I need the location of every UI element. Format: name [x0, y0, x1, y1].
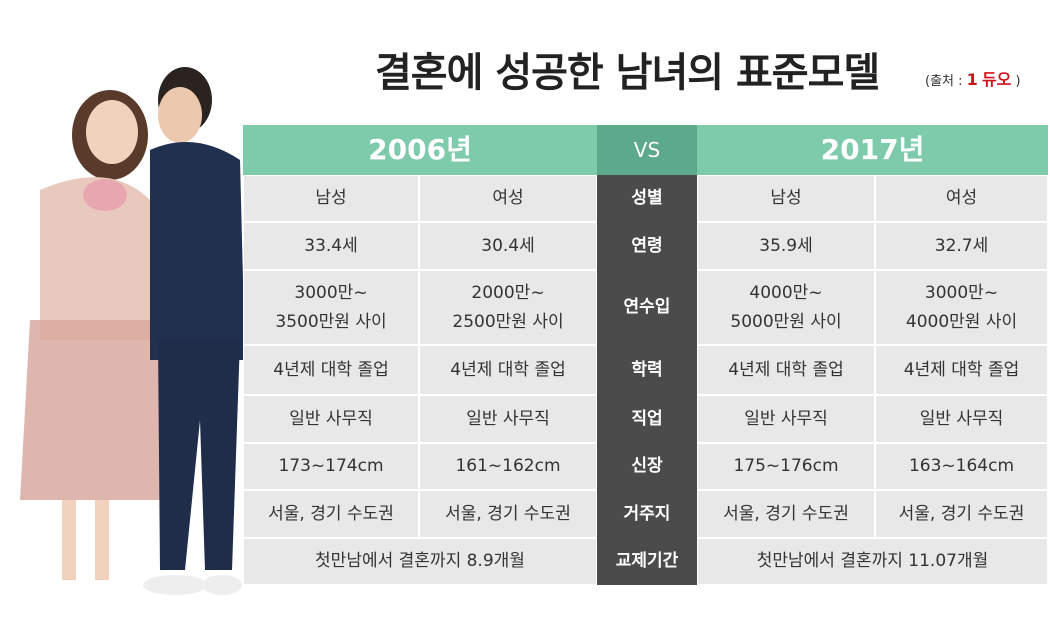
cell-text: 4년제 대학 졸업: [728, 359, 844, 380]
cell-text: 남성: [315, 188, 347, 209]
cell-text: 161~162cm: [455, 456, 561, 477]
cell-text: 33.4세: [304, 235, 358, 256]
table-cell: 2000만~ 2500만원 사이: [419, 270, 597, 345]
cell-text: 서울, 경기 수도권: [723, 503, 849, 524]
source-suffix: ): [1015, 74, 1021, 89]
cell-text: 일반 사무직: [744, 408, 828, 429]
cell-text: 일반 사무직: [289, 408, 373, 429]
cell-text: 4000만원 사이: [905, 311, 1018, 332]
table-cell: 163~164cm: [875, 443, 1048, 490]
table-cell: 서울, 경기 수도권: [875, 490, 1048, 538]
table-cell: 남성: [243, 175, 419, 222]
table-cell: 4년제 대학 졸업: [243, 345, 419, 395]
cell-text: 서울, 경기 수도권: [898, 503, 1025, 524]
cell-text: 35.9세: [759, 235, 813, 256]
cell-text: 일반 사무직: [919, 408, 1004, 429]
cell-text: 2500만원 사이: [452, 311, 564, 332]
cell-text: 서울, 경기 수도권: [445, 503, 571, 524]
table-cell: 일반 사무직: [875, 395, 1048, 443]
table-cell: 3000만~ 3500만원 사이: [243, 270, 419, 345]
cell-text: 3000만~: [294, 282, 368, 303]
table-cell: 여성: [875, 175, 1048, 222]
table-cell: 일반 사무직: [419, 395, 597, 443]
cell-text: 163~164cm: [908, 456, 1015, 477]
cell-text: 3500만원 사이: [275, 311, 387, 332]
brand-mark: 1: [966, 70, 978, 89]
cell-text: 30.4세: [481, 235, 535, 256]
table-cell: 35.9세: [697, 222, 875, 270]
cell-text: 5000만원 사이: [730, 311, 842, 332]
cell-text: 4년제 대학 졸업: [450, 359, 566, 380]
cell-text: 4년제 대학 졸업: [903, 359, 1020, 380]
table-cell: 남성: [697, 175, 875, 222]
table-cell: 서울, 경기 수도권: [697, 490, 875, 538]
cell-text: 173~174cm: [278, 456, 384, 477]
cell-text: 2000만~: [471, 282, 545, 303]
table-cell: 173~174cm: [243, 443, 419, 490]
table-cell: 175~176cm: [697, 443, 875, 490]
year-header: 2006년: [243, 125, 597, 175]
title: 결혼에 성공한 남녀의 표준모델: [375, 50, 880, 96]
table-cell: 서울, 경기 수도권: [243, 490, 419, 538]
table-cell: 30.4세: [419, 222, 597, 270]
table-cell: 33.4세: [243, 222, 419, 270]
year-header: 2017년: [697, 125, 1048, 175]
row-label: 교제기간: [597, 538, 697, 585]
row-label: 직업: [597, 395, 697, 443]
table-cell: 32.7세: [875, 222, 1048, 270]
table-cell: 첫만남에서 결혼까지 11.07개월: [697, 538, 1048, 585]
cell-text: 일반 사무직: [466, 408, 550, 429]
source-prefix: (출처 :: [925, 74, 963, 89]
table-cell: 일반 사무직: [243, 395, 419, 443]
table-cell: 4년제 대학 졸업: [697, 345, 875, 395]
row-label: 연령: [597, 222, 697, 270]
cell-text: 남성: [770, 188, 802, 209]
vs-header: VS: [597, 125, 697, 175]
cell-text: 4000만~: [749, 282, 823, 303]
couple-photo: [20, 67, 245, 595]
cell-text: 여성: [492, 188, 524, 209]
source: (출처 : 1 듀오 ): [925, 66, 1021, 90]
table-cell: 4년제 대학 졸업: [875, 345, 1048, 395]
cell-text: 4년제 대학 졸업: [273, 359, 389, 380]
row-label: 거주지: [597, 490, 697, 538]
table-cell: 4년제 대학 졸업: [419, 345, 597, 395]
cell-text: 3000만~: [924, 282, 999, 303]
table-cell: 일반 사무직: [697, 395, 875, 443]
cell-text: 여성: [945, 188, 978, 209]
cell-text: 서울, 경기 수도권: [268, 503, 394, 524]
row-label: 연수입: [597, 270, 697, 345]
row-label: 학력: [597, 345, 697, 395]
table-cell: 4000만~ 5000만원 사이: [697, 270, 875, 345]
row-label: 신장: [597, 443, 697, 490]
table-cell: 첫만남에서 결혼까지 8.9개월: [243, 538, 597, 585]
cell-text: 175~176cm: [733, 456, 839, 477]
table-cell: 161~162cm: [419, 443, 597, 490]
table-cell: 3000만~ 4000만원 사이: [875, 270, 1048, 345]
cell-text: 32.7세: [934, 235, 989, 256]
table-cell: 여성: [419, 175, 597, 222]
table-cell: 서울, 경기 수도권: [419, 490, 597, 538]
brand: 듀오: [981, 70, 1012, 89]
row-label: 성별: [597, 175, 697, 222]
